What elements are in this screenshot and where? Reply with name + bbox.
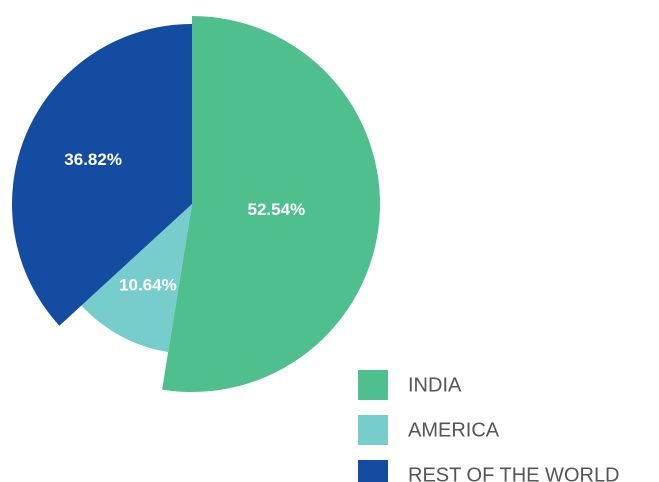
legend-swatch xyxy=(358,460,388,482)
legend-swatch xyxy=(358,370,388,400)
pie-slice xyxy=(81,204,192,353)
legend-label: INDIA xyxy=(408,374,462,396)
value-label: 10.64% xyxy=(119,275,177,294)
pie-slice xyxy=(12,24,192,326)
legend-label: AMERICA xyxy=(408,419,500,441)
pie-slice xyxy=(162,16,380,392)
value-label: 52.54% xyxy=(247,200,305,219)
legend-label: REST OF THE WORLD xyxy=(408,464,620,482)
legend-swatch xyxy=(358,415,388,445)
value-label: 36.82% xyxy=(64,150,122,169)
